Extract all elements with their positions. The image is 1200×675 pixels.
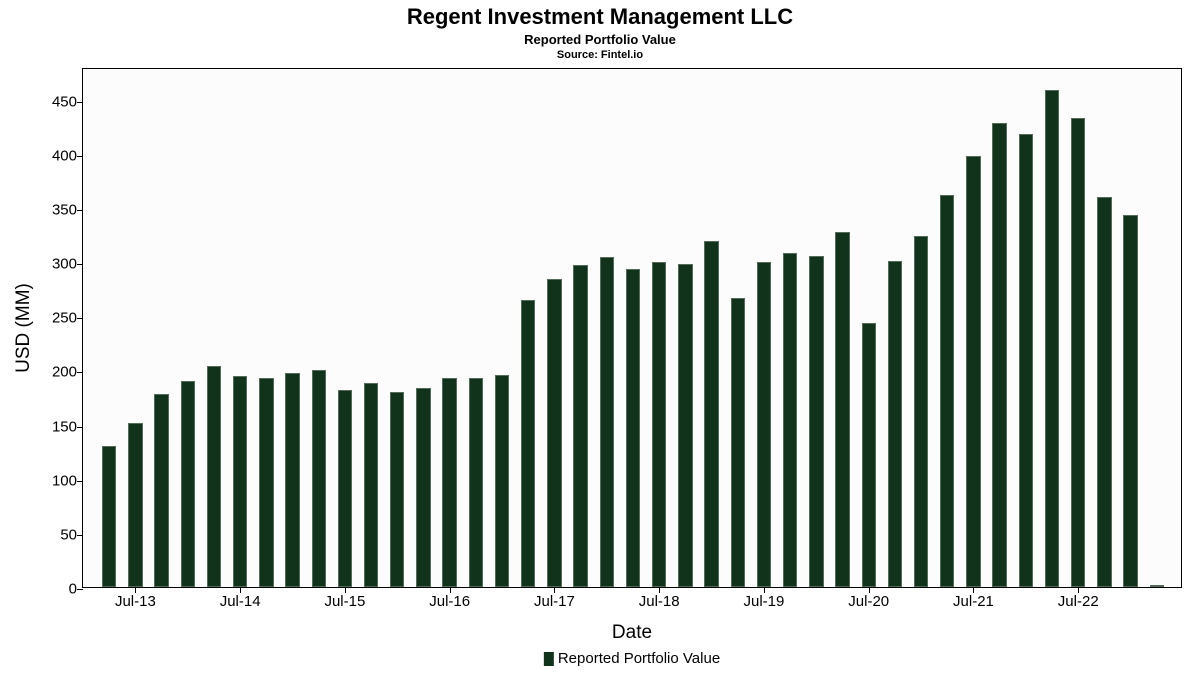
bar: [992, 123, 1006, 587]
bar: [128, 423, 142, 587]
bar: [573, 265, 587, 587]
bar: [364, 383, 378, 587]
y-tick-mark: [77, 102, 83, 103]
bar: [1071, 118, 1085, 587]
y-tick-mark: [77, 264, 83, 265]
legend-label: Reported Portfolio Value: [558, 650, 720, 667]
bar: [312, 370, 326, 587]
bar: [966, 156, 980, 587]
bar: [783, 253, 797, 587]
bar: [914, 236, 928, 587]
y-tick-mark: [77, 318, 83, 319]
bar: [652, 262, 666, 587]
y-tick-mark: [77, 427, 83, 428]
x-tick-mark: [1078, 587, 1079, 593]
y-tick-mark: [77, 372, 83, 373]
bar: [731, 298, 745, 587]
bar: [285, 373, 299, 588]
bar: [1045, 90, 1059, 587]
bar: [1019, 134, 1033, 587]
bar: [600, 257, 614, 587]
bar: [888, 261, 902, 587]
y-tick-mark: [77, 481, 83, 482]
x-axis-label: Date: [612, 622, 652, 644]
y-tick-mark: [77, 589, 83, 590]
x-tick-mark: [135, 587, 136, 593]
bar: [626, 269, 640, 588]
bar: [338, 390, 352, 587]
y-tick-mark: [77, 535, 83, 536]
y-axis-label: USD (MM): [13, 283, 35, 373]
legend-swatch: [544, 652, 554, 666]
bar: [495, 375, 509, 587]
bar: [547, 279, 561, 587]
x-tick-mark: [869, 587, 870, 593]
bar: [757, 262, 771, 587]
bar: [390, 392, 404, 587]
x-tick-mark: [764, 587, 765, 593]
bar: [233, 376, 247, 587]
bar: [207, 366, 221, 587]
bar: [181, 381, 195, 587]
x-tick-mark: [554, 587, 555, 593]
bar: [678, 264, 692, 587]
x-tick-mark: [450, 587, 451, 593]
chart-titles: Regent Investment Management LLC Reporte…: [0, 4, 1200, 62]
bar: [704, 241, 718, 587]
bar: [469, 378, 483, 587]
bar: [809, 256, 823, 588]
bar: [259, 378, 273, 587]
chart-subtitle: Reported Portfolio Value: [0, 32, 1200, 48]
bar: [940, 195, 954, 587]
x-tick-mark: [973, 587, 974, 593]
bar: [521, 300, 535, 587]
plot-area: 050100150200250300350400450Jul-13Jul-14J…: [82, 68, 1182, 588]
bar: [1150, 585, 1164, 587]
bar: [442, 378, 456, 587]
bar: [835, 232, 849, 587]
chart-title: Regent Investment Management LLC: [0, 4, 1200, 30]
bar: [416, 388, 430, 587]
bar: [1097, 197, 1111, 587]
x-tick-mark: [345, 587, 346, 593]
legend: Reported Portfolio Value: [544, 650, 720, 667]
chart-container: Regent Investment Management LLC Reporte…: [0, 0, 1200, 675]
bar: [1123, 215, 1137, 587]
y-tick-mark: [77, 210, 83, 211]
x-tick-mark: [659, 587, 660, 593]
x-tick-mark: [240, 587, 241, 593]
bar: [862, 323, 876, 587]
chart-source: Source: Fintel.io: [0, 49, 1200, 62]
bar: [102, 446, 116, 587]
bar: [154, 394, 168, 587]
y-tick-mark: [77, 156, 83, 157]
